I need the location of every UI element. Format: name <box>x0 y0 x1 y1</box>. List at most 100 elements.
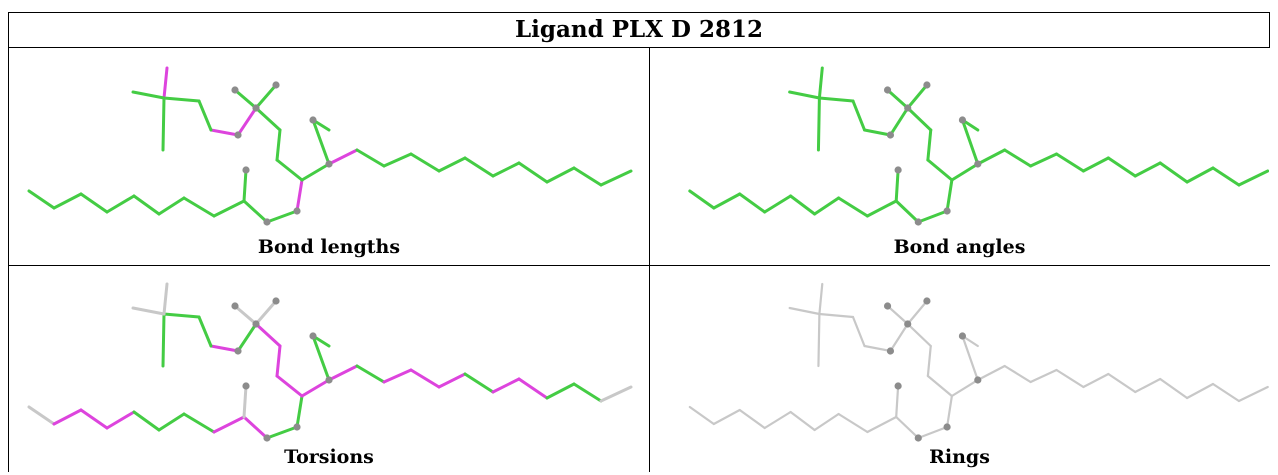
bond <box>1211 166 1241 187</box>
bond <box>906 83 929 110</box>
bond <box>894 199 920 224</box>
bond <box>265 425 299 440</box>
bond <box>161 312 166 368</box>
bond <box>926 158 954 182</box>
molecule-rings <box>688 282 1269 442</box>
bond <box>327 364 359 382</box>
bond <box>132 194 161 216</box>
bond <box>265 209 299 224</box>
bond <box>242 199 269 224</box>
panel-bond-angles: Bond angles <box>650 48 1269 265</box>
column-divider <box>649 47 650 472</box>
bond <box>491 377 521 394</box>
atom <box>234 131 242 139</box>
molecule-torsions <box>27 282 633 442</box>
bond <box>295 394 304 429</box>
bond <box>182 196 216 218</box>
bond <box>517 377 549 400</box>
table-right-border <box>1269 12 1270 47</box>
bond <box>1029 152 1059 168</box>
bond <box>1158 161 1189 184</box>
atom <box>974 160 982 168</box>
bond <box>712 192 742 210</box>
bond <box>851 315 866 348</box>
bond <box>295 178 304 213</box>
atom <box>234 347 242 355</box>
bond <box>813 412 840 432</box>
bond <box>599 385 633 403</box>
panel-torsions: Torsions <box>9 266 649 472</box>
bond <box>254 106 282 132</box>
atom <box>252 320 260 328</box>
atom <box>886 131 895 139</box>
panel-caption: Rings <box>929 446 990 468</box>
bond <box>79 408 109 430</box>
bond <box>817 96 855 103</box>
bond <box>961 334 979 382</box>
bond <box>889 322 909 353</box>
atom <box>923 81 931 89</box>
bond <box>837 412 869 434</box>
bond <box>926 344 932 378</box>
bond <box>254 322 282 348</box>
bond <box>906 299 929 326</box>
bond <box>851 99 867 132</box>
bond <box>572 382 603 403</box>
atom <box>904 104 912 112</box>
atom <box>272 297 280 305</box>
bond <box>327 148 359 166</box>
bond <box>275 128 282 162</box>
bond <box>906 322 932 348</box>
bond <box>945 178 954 213</box>
bond <box>894 168 900 203</box>
molecule-bond-angles <box>688 66 1269 226</box>
bond <box>242 384 248 419</box>
bond <box>79 192 109 214</box>
atom <box>242 382 250 390</box>
bond <box>311 334 331 382</box>
bond <box>157 412 186 432</box>
row-divider <box>8 265 1270 266</box>
bond <box>105 410 136 430</box>
bond <box>917 425 949 440</box>
bond <box>818 282 824 316</box>
bond <box>788 306 821 316</box>
atom <box>943 207 951 215</box>
bond <box>545 166 576 184</box>
bond <box>738 408 766 430</box>
bond <box>886 88 910 110</box>
atom <box>263 218 271 226</box>
bond <box>27 405 56 426</box>
bond <box>162 312 201 319</box>
atom <box>883 302 892 310</box>
atom <box>325 376 333 384</box>
bond <box>1185 166 1215 184</box>
bond <box>162 66 169 100</box>
bond <box>945 394 953 429</box>
bond <box>52 408 83 426</box>
bond <box>1106 156 1137 178</box>
atom <box>894 382 902 390</box>
atom <box>309 332 317 340</box>
bond <box>976 364 1006 382</box>
bond <box>105 194 136 214</box>
validation-table: Ligand PLX D 2812 Bond lengths Bond angl… <box>8 12 1270 472</box>
panel-bond-lengths: Bond lengths <box>9 48 649 265</box>
bond <box>545 382 576 400</box>
atom <box>293 207 301 215</box>
bond <box>906 106 933 132</box>
atom <box>272 81 280 89</box>
bond <box>599 169 633 187</box>
bond <box>763 194 793 214</box>
bond <box>254 299 278 326</box>
bond <box>517 161 549 184</box>
bond <box>355 148 386 168</box>
atom <box>904 320 912 328</box>
bond <box>738 192 767 214</box>
bond <box>1159 377 1189 400</box>
bond <box>197 315 213 348</box>
bond <box>233 304 258 326</box>
atom <box>894 166 902 174</box>
bond <box>1081 156 1110 173</box>
bond <box>437 372 467 389</box>
